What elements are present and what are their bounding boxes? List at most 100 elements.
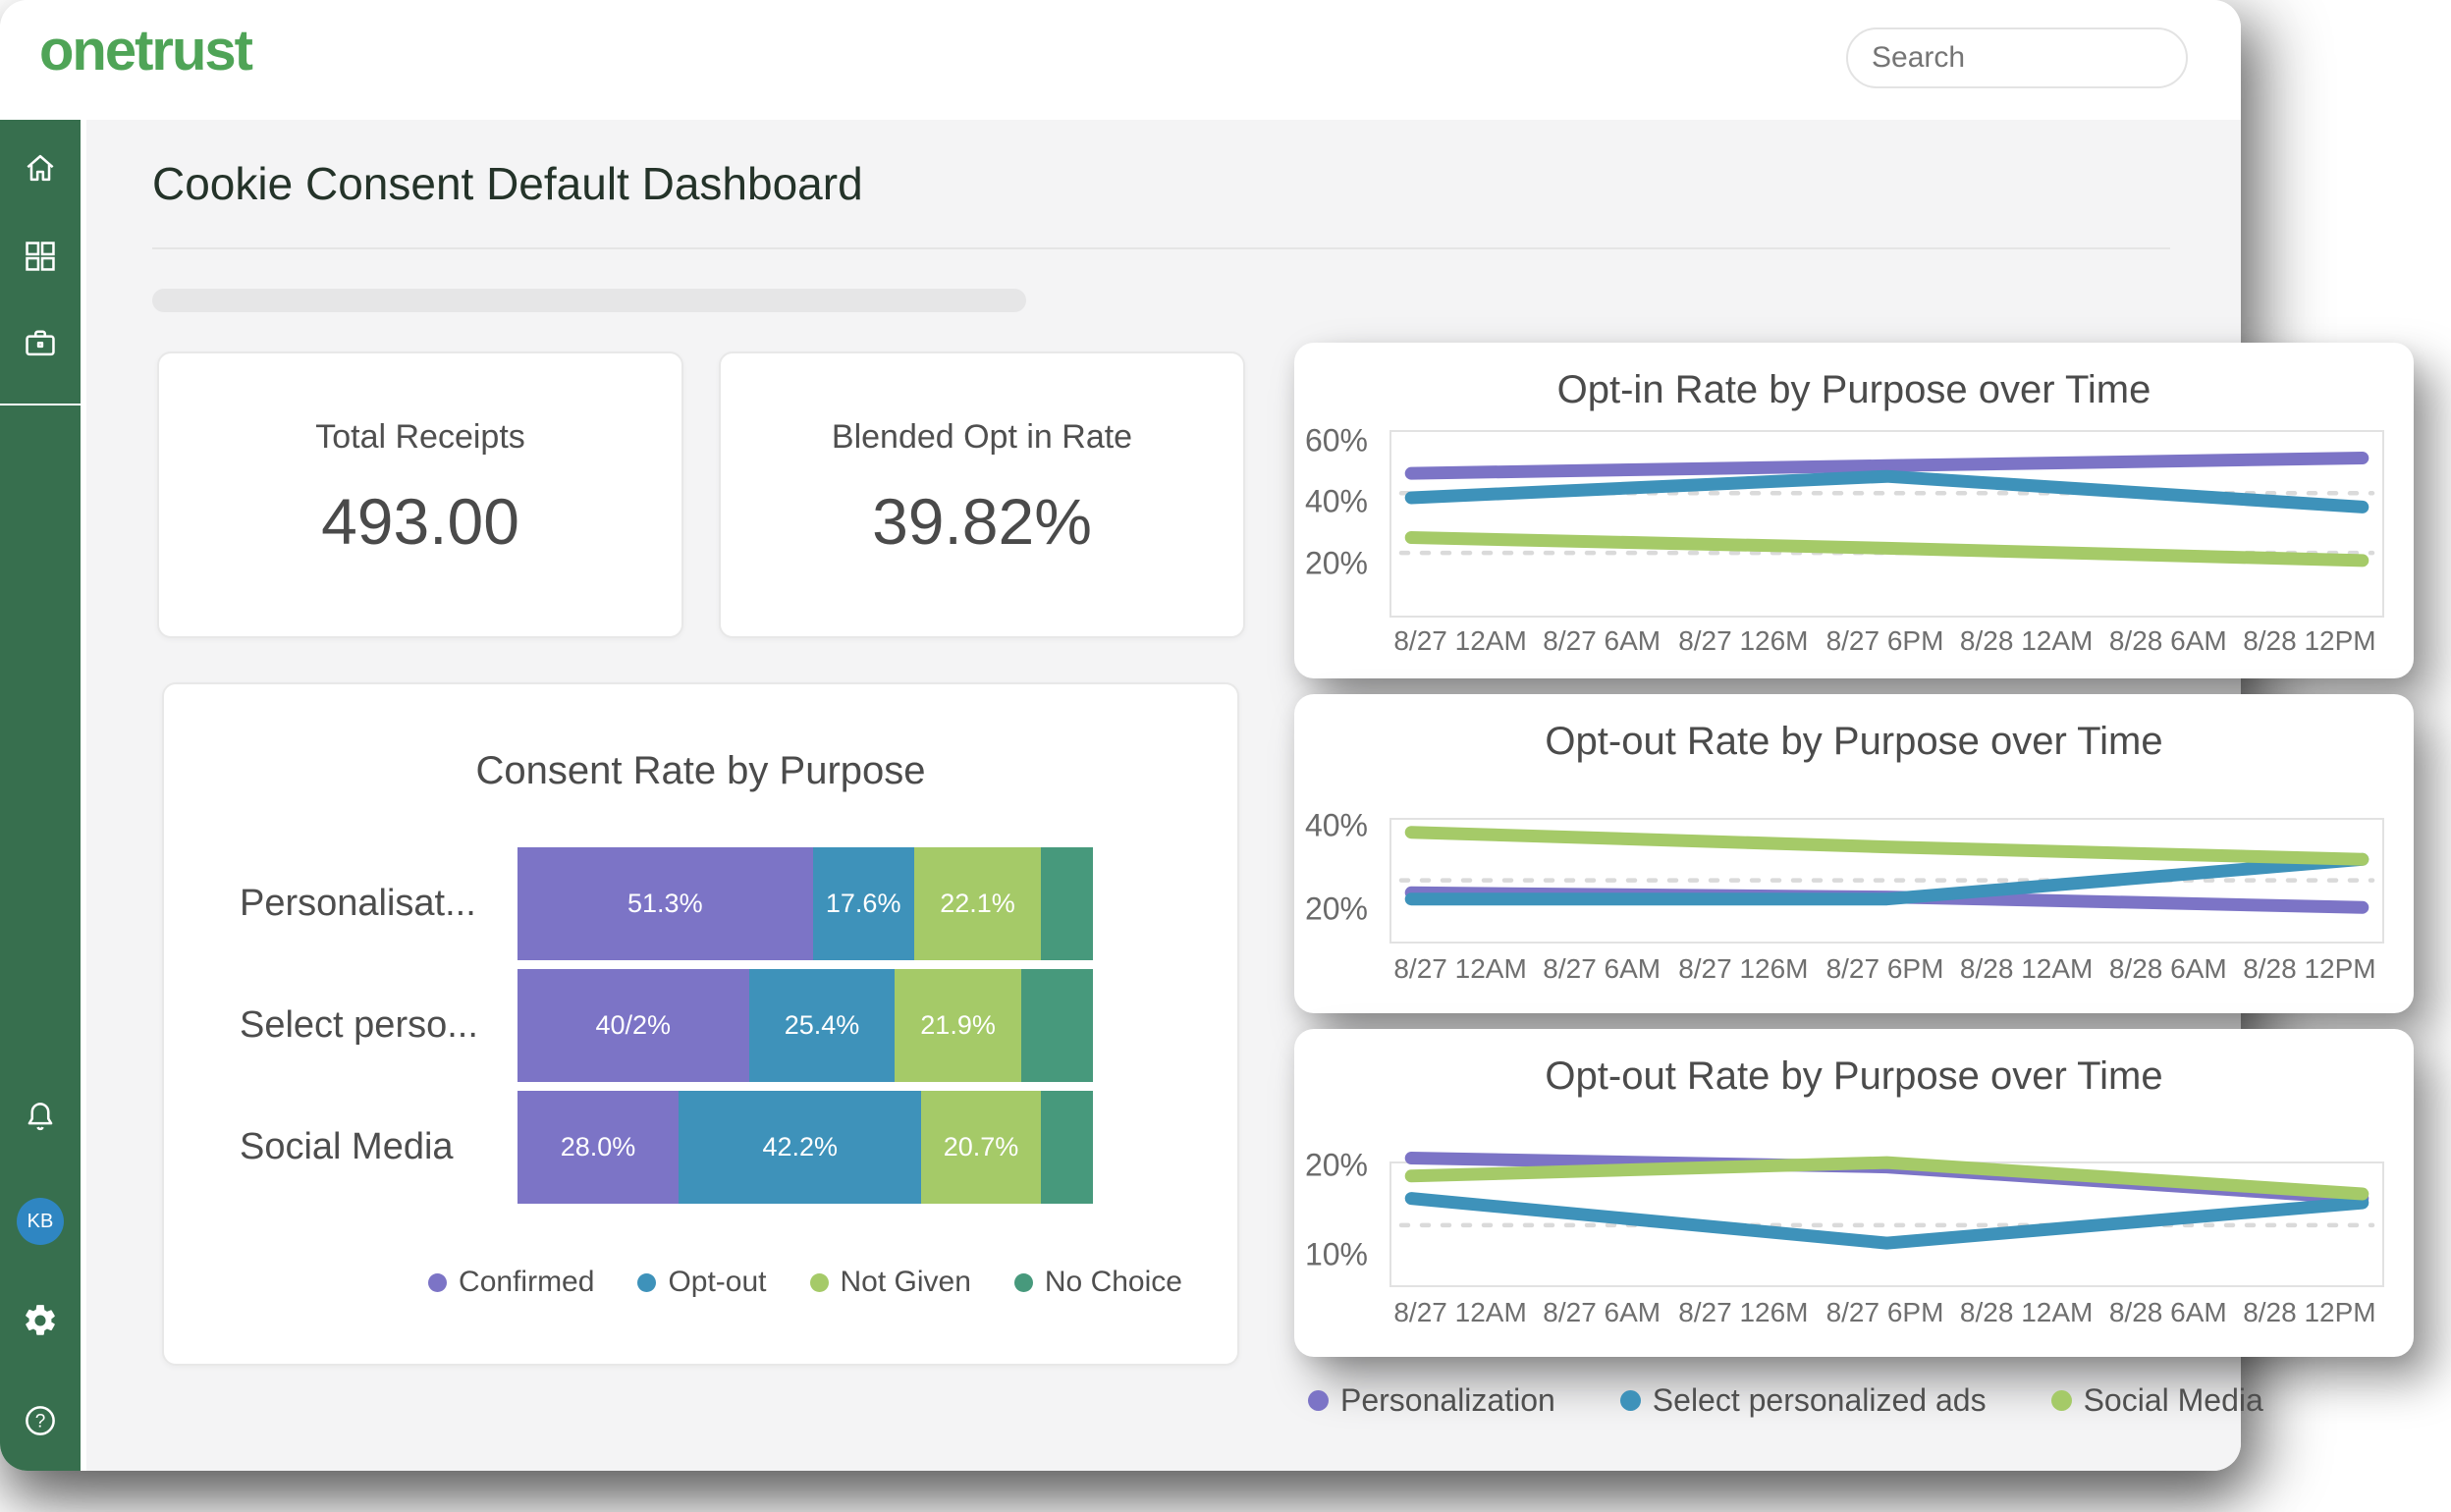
avatar[interactable]: KB [17,1198,64,1245]
y-axis: 20% 10% [1294,1147,1378,1283]
bar-row: Select perso... 40/2% 25.4% 21.9% [240,969,1093,1082]
briefcase-icon[interactable] [22,324,59,361]
bar-segment: 22.1% [913,847,1042,960]
line-chart-plot [1389,1152,2384,1287]
search-input[interactable] [1870,40,2253,76]
legend-dot [637,1272,657,1292]
consent-rate-by-purpose-card: Consent Rate by Purpose Personalisat... 5… [162,682,1239,1366]
search-box[interactable] [1846,27,2253,88]
bar-category-label: Personalisat... [240,883,476,924]
bar-category-label: Select perso... [240,1004,478,1046]
legend-label: Not Given [840,1266,971,1298]
legend-dot [1619,1390,1641,1411]
legend-item: Opt-out [637,1266,767,1299]
series-line-social-media [1404,1156,2369,1201]
y-axis-tick: 40% [1304,807,1368,843]
x-axis-tick: 8/28 12AM [1959,625,2094,656]
chart-title: Opt-in Rate by Purpose over Time [1556,368,2151,411]
opt-out-rate-chart-card-2: Opt-out Rate by Purpose over Time 20% 10%… [1294,1029,2414,1357]
legend-item: No Choice [1013,1266,1182,1299]
x-axis-tick: 8/27 12AM [1393,1297,1527,1327]
top-bar: onetrust [0,0,2253,120]
series-line-social-media [1404,531,2369,567]
series-line-select-personalized-ads [1404,852,2369,906]
x-axis-tick: 8/28 6AM [2108,625,2227,656]
y-axis-tick: 20% [1304,891,1368,927]
bar-track: 40/2% 25.4% 21.9% [517,969,1093,1082]
onetrust-logo[interactable]: onetrust [39,19,253,82]
line-chart-svg [1398,826,2375,914]
chart-title: Opt-out Rate by Purpose over Time [1545,1054,2163,1098]
legend-dot [1308,1390,1329,1411]
title-divider [152,247,2170,249]
bar-track: 51.3% 17.6% 22.1% [517,847,1093,960]
x-axis-tick: 8/28 12PM [2243,1297,2376,1327]
y-axis-tick: 20% [1304,545,1368,581]
bar-segment-value: 17.6% [825,889,901,918]
bar-segment-value: 28.0% [560,1132,636,1161]
bar-segment-value: 42.2% [762,1132,838,1161]
series-line-personalization [1404,452,2369,480]
legend-item: Select personalized ads [1619,1382,1987,1419]
stat-card-total-receipts: Total Receipts 493.00 [157,351,683,638]
page-title: Cookie Consent Default Dashboard [152,158,863,209]
y-axis-tick: 20% [1304,1147,1368,1183]
sidebar-divider [0,404,81,405]
legend-item: Social Media [2050,1382,2263,1419]
x-axis-tick: 8/27 12AM [1393,625,1527,656]
opt-in-rate-chart-card: Opt-in Rate by Purpose over Time 60% 40% 2… [1294,343,2414,678]
notifications-bell-icon[interactable] [22,1098,59,1135]
x-axis-tick: 8/27 126M [1678,1297,1809,1327]
bar-row: Personalisat... 51.3% 17.6% 22.1% [240,847,1093,960]
bar-segment: 42.2% [679,1091,922,1204]
x-axis-tick: 8/27 6PM [1825,1297,1944,1327]
stacked-bar-chart: Personalisat... 51.3% 17.6% 22.1% Select per… [240,847,1093,1213]
bar-segment-value: 25.4% [784,1010,860,1040]
x-axis-tick: 8/27 126M [1678,625,1809,656]
bar-segment: 28.0% [517,1091,680,1204]
apps-grid-icon[interactable] [22,238,59,275]
x-axis: 8/27 12AM 8/27 6AM 8/27 126M 8/27 6PM 8/28 1… [1389,625,2380,657]
stat-label: Blended Opt in Rate [831,418,1133,456]
x-axis-tick: 8/27 6PM [1825,953,1944,984]
stat-label: Total Receipts [315,418,525,456]
x-axis-tick: 8/27 126M [1678,953,1809,984]
settings-gear-icon[interactable] [22,1302,59,1339]
legend-label: Opt-out [668,1266,767,1298]
help-icon[interactable]: ? [22,1402,59,1439]
bar-track: 28.0% 42.2% 20.7% [517,1091,1093,1204]
legend-label: Social Media [2083,1382,2263,1418]
line-chart-plot [1389,430,2384,618]
home-icon[interactable] [22,149,59,187]
legend-label: Select personalized ads [1652,1382,1987,1418]
bar-segment: 21.9% [895,969,1021,1082]
bar-segment-value: 40/2% [595,1010,672,1040]
y-axis-tick: 60% [1304,422,1368,459]
y-axis-tick: 40% [1304,483,1368,519]
x-axis-tick: 8/28 6AM [2108,953,2227,984]
line-chart-svg [1398,1152,2375,1250]
bar-segment: 40/2% [517,969,749,1082]
legend-label: No Choice [1044,1266,1182,1298]
bar-segment [1020,969,1093,1082]
y-axis: 60% 40% 20% [1294,422,1378,614]
x-axis-tick: 8/28 12PM [2243,953,2376,984]
x-axis-tick: 8/28 12AM [1959,1297,2094,1327]
bar-segment: 17.6% [812,847,914,960]
legend-dot [1013,1272,1033,1292]
bar-segment [1040,1091,1093,1204]
stat-value: 493.00 [321,485,519,558]
bar-segment [1041,847,1093,960]
stat-value: 39.82% [872,485,1092,558]
x-axis: 8/27 12AM 8/27 6AM 8/27 126M 8/27 6PM 8/28 1… [1389,953,2380,985]
bar-segment: 25.4% [748,969,896,1082]
legend-dot [2050,1390,2072,1411]
svg-text:?: ? [35,1412,46,1432]
y-axis-tick: 10% [1304,1236,1368,1272]
x-axis: 8/27 12AM 8/27 6AM 8/27 126M 8/27 6PM 8/28 1… [1389,1297,2380,1328]
y-axis: 40% 20% [1294,808,1378,940]
x-axis-tick: 8/28 6AM [2108,1297,2227,1327]
bar-segment: 20.7% [921,1091,1041,1204]
x-axis-tick: 8/27 6PM [1825,625,1944,656]
